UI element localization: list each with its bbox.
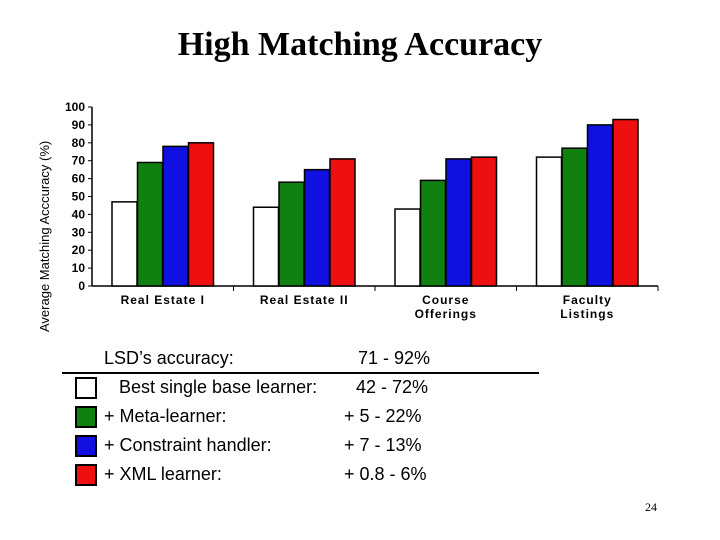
bar [303, 168, 331, 287]
bar [561, 147, 588, 287]
x-tick-label: Real Estate II [260, 293, 349, 307]
page-number: 24 [645, 500, 657, 514]
x-tick-label: Offerings [415, 307, 477, 321]
bar [586, 124, 614, 287]
y-tick-label: 20 [72, 243, 86, 257]
bar [136, 161, 164, 287]
y-tick-label: 100 [65, 100, 85, 114]
bar [612, 118, 639, 287]
bar [535, 156, 563, 287]
y-tick-label: 80 [72, 136, 86, 150]
bar [445, 158, 472, 287]
y-tick-label: 50 [72, 190, 86, 204]
bar [252, 206, 280, 287]
bar [394, 208, 421, 287]
y-tick-label: 10 [72, 261, 86, 275]
bar [111, 201, 138, 287]
y-tick-label: 0 [78, 279, 85, 293]
bar [162, 145, 189, 287]
x-tick-label: Real Estate I [121, 293, 205, 307]
bar [419, 179, 447, 287]
bar [329, 158, 356, 287]
bar [278, 181, 305, 287]
y-tick-label: 90 [72, 118, 86, 132]
y-tick-label: 40 [72, 207, 86, 221]
slide-title: High Matching Accuracy [177, 26, 543, 63]
y-tick-label: 70 [72, 154, 86, 168]
x-tick-label: Listings [560, 307, 614, 321]
bar [187, 142, 215, 287]
x-tick-label: Faculty [563, 293, 612, 307]
y-tick-label: 30 [72, 225, 86, 239]
bar [470, 156, 498, 287]
x-tick-label: Course [422, 293, 469, 307]
y-tick-label: 60 [72, 172, 86, 186]
